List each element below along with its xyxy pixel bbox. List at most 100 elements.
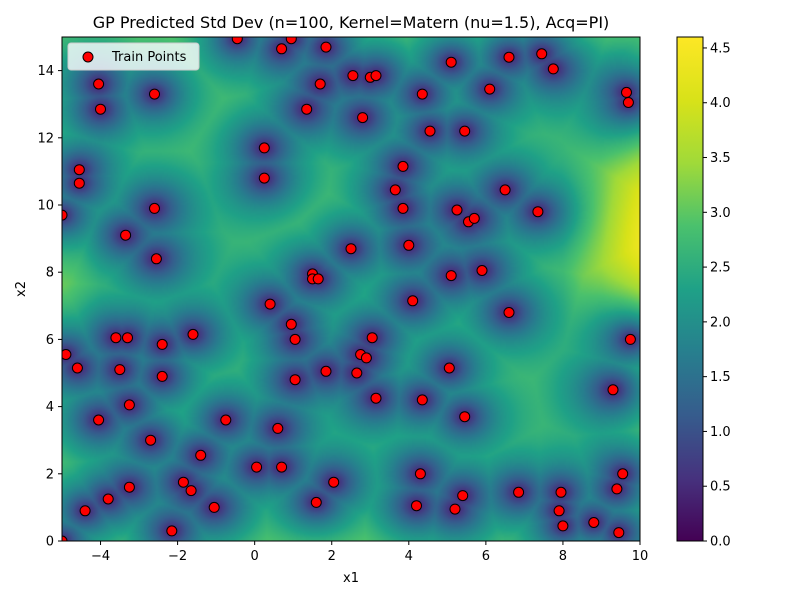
x-tick-label: 6 xyxy=(482,549,490,564)
train-point xyxy=(347,70,359,82)
y-tick-label: 2 xyxy=(46,467,54,482)
train-point xyxy=(445,56,457,68)
train-point xyxy=(624,333,636,345)
train-point xyxy=(272,422,284,434)
train-point xyxy=(360,352,372,364)
train-point xyxy=(320,365,332,377)
train-point xyxy=(553,505,565,517)
train-point xyxy=(449,503,461,515)
train-point xyxy=(468,212,480,224)
train-point xyxy=(547,63,559,75)
train-point xyxy=(276,461,288,473)
train-point xyxy=(73,177,85,189)
train-point xyxy=(93,78,105,90)
train-point xyxy=(459,411,471,423)
train-point xyxy=(484,83,496,95)
train-point xyxy=(617,468,629,480)
train-point xyxy=(156,370,168,382)
train-point xyxy=(351,367,363,379)
train-point xyxy=(532,206,544,218)
train-point xyxy=(251,461,263,473)
train-point xyxy=(328,476,340,488)
legend-label: Train Points xyxy=(111,50,187,65)
train-points-layer xyxy=(62,37,636,541)
train-point xyxy=(414,468,426,480)
train-point xyxy=(389,184,401,196)
train-point xyxy=(93,414,105,426)
train-point xyxy=(276,43,288,55)
train-point xyxy=(310,496,322,508)
train-point xyxy=(150,253,162,265)
train-point xyxy=(403,239,415,251)
train-point xyxy=(424,125,436,137)
train-point xyxy=(457,490,469,502)
x-tick-label: 0 xyxy=(251,549,259,564)
y-tick-label: 0 xyxy=(46,535,54,550)
train-point xyxy=(513,486,525,498)
train-point xyxy=(366,332,378,344)
train-point xyxy=(258,172,270,184)
colorbar-tick-label: 4.0 xyxy=(710,96,731,111)
train-point xyxy=(411,500,422,512)
train-point xyxy=(443,362,455,374)
train-point xyxy=(122,332,133,344)
legend: Train Points xyxy=(67,42,200,71)
train-point xyxy=(407,295,419,307)
x-tick-label: 10 xyxy=(632,549,649,564)
train-point xyxy=(621,86,632,98)
train-point xyxy=(149,88,160,100)
train-point xyxy=(114,364,126,376)
colorbar-ticks: 0.0 0.5 1.0 1.5 2.0 2.5 3.0 3.5 4.0 4.5 xyxy=(703,41,731,550)
x-axis: −4 −2 0 2 4 6 8 10 xyxy=(91,541,648,564)
train-point xyxy=(370,392,382,404)
train-point xyxy=(285,318,297,330)
plot-frame xyxy=(61,36,641,542)
train-point xyxy=(208,501,220,513)
train-point xyxy=(258,142,270,154)
std-dev-heatmap xyxy=(62,37,640,541)
train-point xyxy=(301,103,313,115)
train-point xyxy=(536,48,548,60)
x-tick-label: 8 xyxy=(559,549,567,564)
train-point xyxy=(314,78,326,90)
colorbar: 0.0 0.5 1.0 1.5 2.0 2.5 3.0 3.5 4.0 4.5 xyxy=(676,36,731,550)
train-point xyxy=(285,37,297,45)
train-point xyxy=(459,125,471,137)
train-point xyxy=(289,333,301,345)
plot-area xyxy=(61,36,641,542)
legend-box xyxy=(67,42,200,71)
train-point xyxy=(195,449,207,461)
train-point xyxy=(264,298,276,310)
train-point xyxy=(231,37,243,45)
colorbar-tick-label: 3.5 xyxy=(710,151,731,166)
train-point xyxy=(62,349,72,360)
train-point xyxy=(177,476,189,488)
y-axis-label: x2 xyxy=(14,281,29,297)
train-point xyxy=(73,164,85,176)
x-tick-label: −2 xyxy=(168,549,187,564)
train-point xyxy=(476,265,488,276)
train-point xyxy=(123,481,135,493)
train-point xyxy=(445,270,457,282)
train-point xyxy=(622,97,634,108)
train-point xyxy=(95,103,106,115)
x-tick-label: 2 xyxy=(328,549,336,564)
train-point xyxy=(357,112,369,124)
x-axis-label: x1 xyxy=(343,571,359,586)
train-point xyxy=(499,184,511,196)
train-point xyxy=(451,204,463,216)
train-point xyxy=(185,485,197,497)
train-point xyxy=(607,384,619,396)
train-point xyxy=(62,209,68,221)
train-point xyxy=(79,505,91,517)
y-axis: 0 2 4 6 8 10 12 14 xyxy=(37,64,62,550)
train-point xyxy=(110,332,122,344)
train-point xyxy=(145,434,157,446)
x-tick-label: −4 xyxy=(91,549,110,564)
colorbar-tick-label: 4.5 xyxy=(710,41,731,56)
y-tick-label: 4 xyxy=(46,400,54,415)
train-point xyxy=(156,338,168,350)
colorbar-gradient xyxy=(676,36,704,542)
train-point xyxy=(503,51,515,63)
